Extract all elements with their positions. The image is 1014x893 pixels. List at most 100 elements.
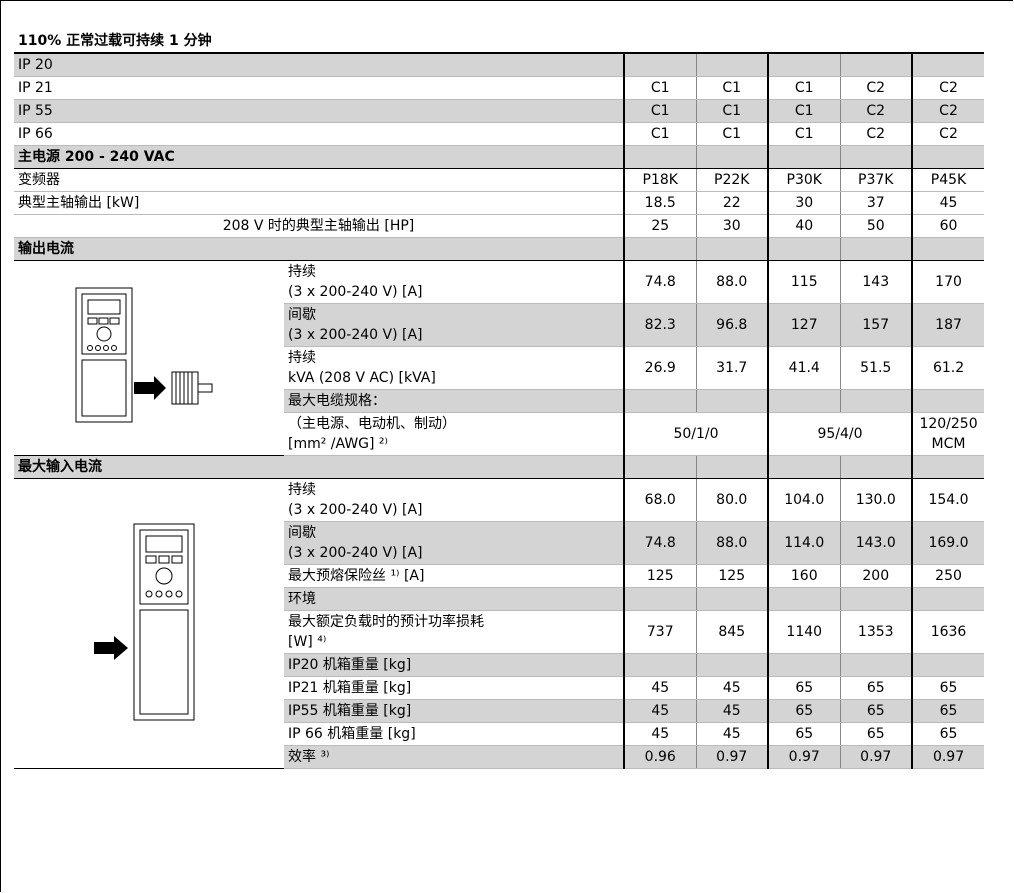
value-cell: 737	[623, 610, 696, 654]
table-row: 主电源 200 - 240 VAC	[14, 145, 985, 169]
empty-cell	[695, 455, 768, 479]
row-sublabel: 持续 kVA (208 V AC) [kVA]	[284, 346, 624, 390]
value-cell: 68.0	[623, 478, 696, 522]
empty-cell	[767, 587, 840, 611]
illustration-part	[139, 529, 189, 604]
illustration-part	[145, 555, 157, 563]
value-cell: C2	[910, 99, 985, 123]
value-cell: 200	[839, 564, 912, 588]
value-cell: 45	[695, 676, 768, 700]
table-row: 持续 kVA (208 V AC) [kVA] 26.9 31.7 41.4 51.5 61…	[14, 346, 985, 390]
value-cell: 65	[767, 676, 840, 700]
value-cell: 160	[767, 564, 840, 588]
illustration-part	[81, 293, 127, 355]
value-cell: 50	[839, 214, 912, 238]
illustration-part	[145, 590, 153, 597]
empty-cell	[623, 455, 696, 479]
illustration-part	[87, 299, 121, 315]
empty-cell	[695, 653, 768, 677]
illustration-part	[155, 567, 173, 584]
illustration-part	[87, 345, 93, 351]
value-cell: 65	[910, 699, 985, 723]
value-cell: C2	[910, 76, 985, 100]
illustration-part	[155, 590, 163, 597]
sublabel-line: IP55 机箱重量 [kg]	[288, 703, 412, 719]
row-sublabel: 最大额定负载时的预计功率损耗 [W] ⁴⁾	[284, 610, 624, 654]
value-cell: C1	[767, 99, 840, 123]
value-cell: C1	[695, 99, 768, 123]
value-cell: C1	[767, 122, 840, 146]
value-cell: 45	[623, 699, 696, 723]
value-cell: 74.8	[623, 521, 696, 565]
value-cell: 127	[767, 303, 840, 347]
empty-cell	[623, 145, 696, 169]
table-row: 持续 (3 x 200-240 V) [A] 68.0 80.0 104.0 130.0 1…	[14, 478, 985, 769]
row-sublabel: IP 66 机箱重量 [kg]	[284, 722, 624, 746]
table-row: 持续 (3 x 200-240 V) [A] 74.8 88.0 115 143 170	[14, 260, 985, 456]
table-row: IP 20	[14, 53, 985, 77]
row-label: IP 66	[14, 122, 624, 146]
illustration-part	[81, 359, 127, 417]
value-cell: 96.8	[695, 303, 768, 347]
value-cell: C1	[695, 122, 768, 146]
sublabel-line: 效率 ³⁾	[288, 749, 330, 765]
value-cell: 250	[910, 564, 985, 588]
illustration-part	[75, 287, 133, 423]
row-sublabel: 持续 (3 x 200-240 V) [A]	[284, 260, 624, 304]
value-cell: 0.97	[767, 745, 840, 769]
value-cell: 65	[839, 676, 912, 700]
empty-cell	[910, 455, 985, 479]
empty-cell	[767, 145, 840, 169]
illustration-part	[145, 535, 183, 552]
empty-cell	[910, 653, 985, 677]
sublabel-line: 间歇	[288, 307, 316, 323]
sublabel-line: 持续	[288, 482, 316, 498]
value-cell: 130.0	[839, 478, 912, 522]
row-label: 最大输入电流	[14, 455, 624, 479]
value-cell: C1	[767, 76, 840, 100]
value-cell: 0.97	[910, 745, 985, 769]
row-sublabel: 最大电缆规格：	[284, 389, 624, 413]
value-cell: 80.0	[695, 478, 768, 522]
value-cell: 26.9	[623, 346, 696, 390]
row-label: 主电源 200 - 240 VAC	[14, 145, 624, 169]
value-cell: 65	[910, 676, 985, 700]
row-label: IP 20	[14, 53, 624, 77]
empty-cell	[695, 237, 768, 261]
value-cell: C2	[910, 122, 985, 146]
value-cell: 95/4/0	[767, 412, 912, 456]
table-row: 变频器 P18K P22K P30K P37K P45K	[14, 168, 985, 192]
sublabel-line: 最大预熔保险丝 ¹⁾ [A]	[288, 568, 425, 584]
empty-cell	[839, 389, 912, 413]
row-sublabel: 效率 ³⁾	[284, 745, 624, 769]
table-row: 最大电缆规格：	[14, 389, 985, 413]
value-cell: P45K	[910, 168, 985, 192]
empty-cell	[767, 389, 840, 413]
sublabel-line: 最大额定负载时的预计功率损耗	[288, 614, 484, 630]
sublabel-line: (3 x 200-240 V) [A]	[288, 284, 423, 300]
sublabel-line: [mm² /AWG] ²⁾	[288, 436, 388, 452]
value-cell: 125	[623, 564, 696, 588]
value-cell: P37K	[839, 168, 912, 192]
illustration	[14, 478, 284, 769]
value-cell: 45	[695, 699, 768, 723]
row-label: IP 55	[14, 99, 624, 123]
value-cell: 60	[910, 214, 985, 238]
illustration-part	[165, 590, 173, 597]
row-label: 变频器	[14, 168, 624, 192]
value-cell: C2	[839, 122, 912, 146]
value-cell: 157	[839, 303, 912, 347]
value-cell: 18.5	[623, 191, 696, 215]
empty-cell	[695, 587, 768, 611]
illustration-part	[95, 345, 101, 351]
drive-illustration	[94, 523, 195, 720]
table-row: IP 66 机箱重量 [kg] 45 45 65 65 65	[14, 722, 985, 746]
value-cell: 1353	[839, 610, 912, 654]
sublabel-line: IP21 机箱重量 [kg]	[288, 680, 412, 696]
illustration-part	[109, 317, 120, 325]
empty-cell	[767, 653, 840, 677]
value-cell: 40	[767, 214, 840, 238]
row-label: 输出电流	[14, 237, 624, 261]
